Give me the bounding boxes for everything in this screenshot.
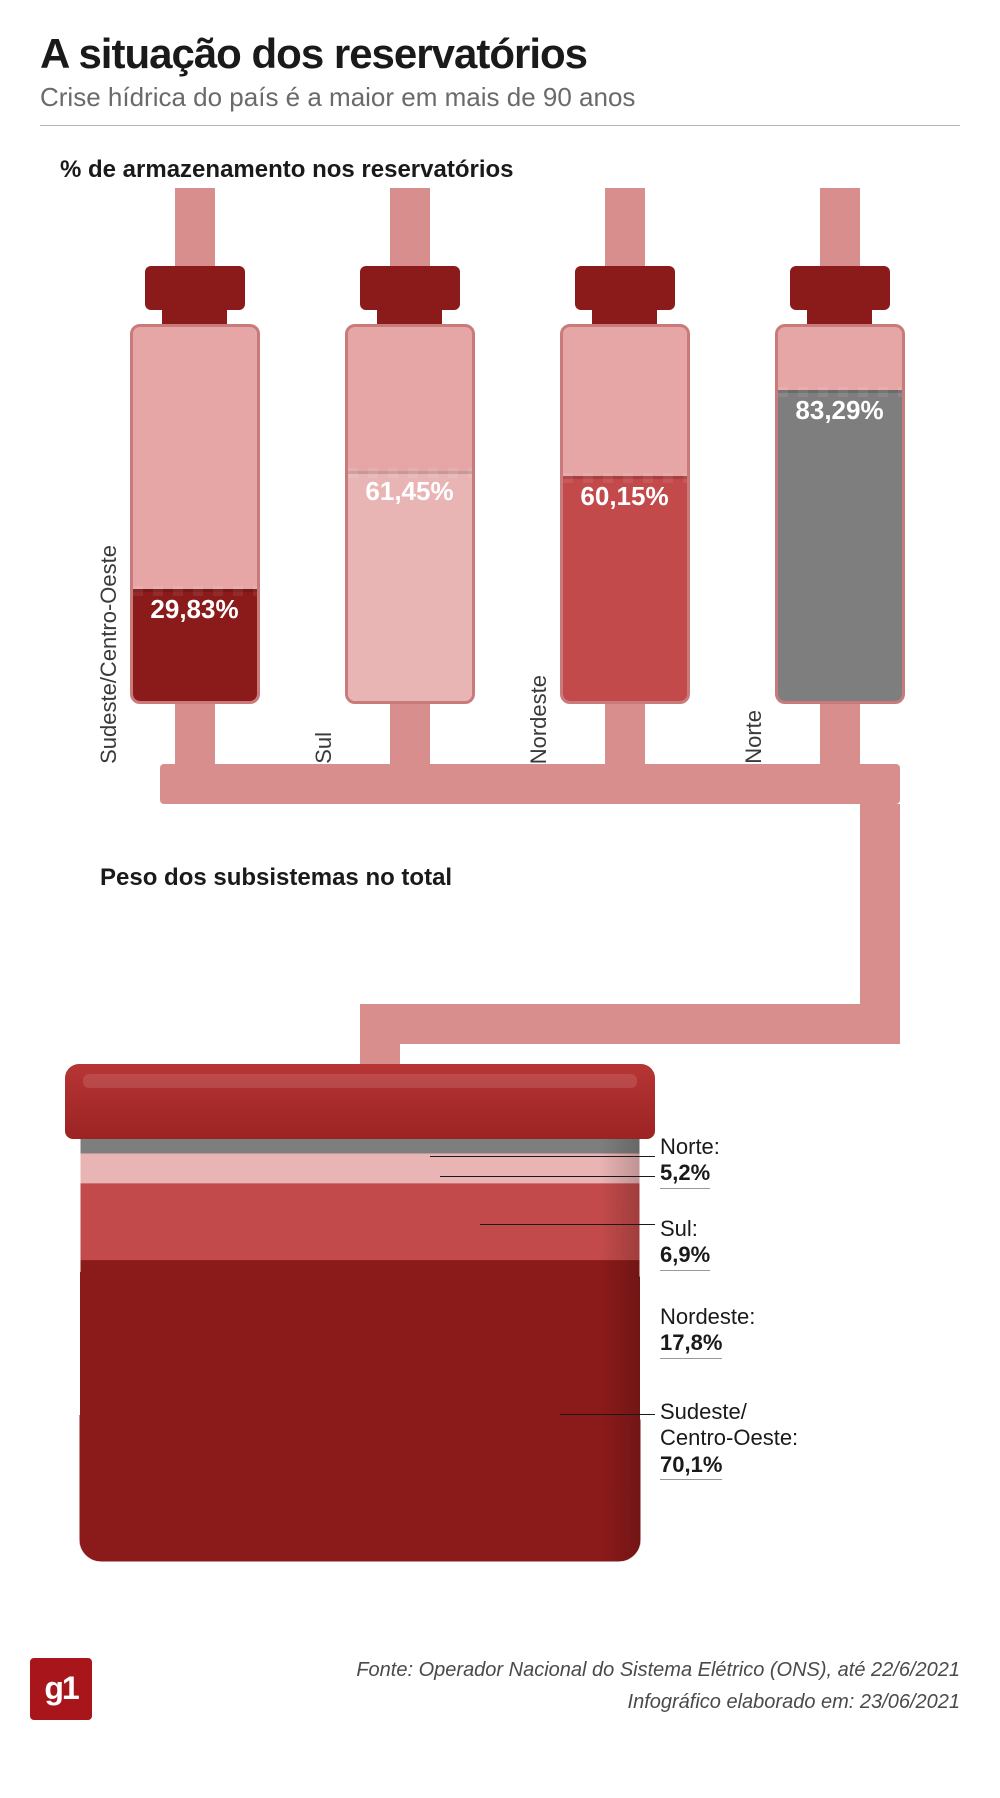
region-label: Sul [311,712,337,764]
tank-layer [80,1183,639,1259]
callout-region-name: Norte: [660,1134,720,1160]
tube: 83,29% [775,188,905,764]
tank-layer [79,1260,641,1562]
tube: 29,83% [130,188,260,764]
tube-outlet-pipe [605,704,645,764]
tank-lid [65,1064,655,1139]
callout-value: 17,8% [660,1330,722,1358]
region-label: Nordeste [526,655,552,764]
tube-body: 83,29% [775,324,905,704]
brand-logo: g1 [30,1658,92,1720]
collector-pipe [160,764,900,804]
callout-value: 5,2% [660,1160,710,1188]
callout-region-name: Sudeste/Centro-Oeste: [660,1399,798,1452]
section-weight-label: Peso dos subsistemas no total [100,864,452,892]
tube-fill [778,390,902,702]
source-text: Fonte: Operador Nacional do Sistema Elét… [40,1654,960,1686]
header-divider [40,125,960,126]
callout-region-name: Sul: [660,1216,710,1242]
section-storage-label: % de armazenamento nos reservatórios [60,156,960,184]
footer: g1 Fonte: Operador Nacional do Sistema E… [0,1644,1000,1748]
pipe-vertical-1 [860,804,900,1024]
pipe-horizontal [360,1004,900,1044]
tank-layer [81,1154,640,1184]
tube-outlet-pipe [175,704,215,764]
reservoir-tube: Sul 61,45% [311,188,475,764]
callout-value: 70,1% [660,1452,722,1480]
tube-body: 60,15% [560,324,690,704]
callout-leader-line [430,1156,655,1157]
page-subtitle: Crise hídrica do país é a maior em mais … [40,82,960,113]
tube-outlet-pipe [820,704,860,764]
callout-leader-line [480,1224,655,1225]
tube-body: 61,45% [345,324,475,704]
tank-body [79,1132,641,1562]
credit-text: Infográfico elaborado em: 23/06/2021 [40,1686,960,1718]
callout-leader-line [560,1414,655,1415]
tube-cap [145,266,245,310]
tank-callout: Sul:6,9% [660,1216,710,1271]
tube-cap [575,266,675,310]
tank-callout: Nordeste:17,8% [660,1304,755,1359]
tube-inlet-pipe [175,188,215,268]
tube-value-label: 29,83% [133,594,257,625]
region-label: Sudeste/Centro-Oeste [96,525,122,764]
tube-inlet-pipe [390,188,430,268]
page-title: A situação dos reservatórios [40,30,960,78]
infographic-container: A situação dos reservatórios Crise hídri… [0,0,1000,1644]
tube-body: 29,83% [130,324,260,704]
reservoir-tube: Nordeste 60,15% [526,188,690,764]
tube-inlet-pipe [820,188,860,268]
down-pipe-assembly: Peso dos subsistemas no total [160,804,900,1064]
tube-cap [790,266,890,310]
water-tank [80,1064,640,1574]
callout-value: 6,9% [660,1242,710,1270]
region-label: Norte [741,690,767,764]
reservoir-tube: Sudeste/Centro-Oeste 29,83% [96,188,260,764]
tube: 60,15% [560,188,690,764]
tube-value-label: 61,45% [348,476,472,507]
reservoir-tubes-row: Sudeste/Centro-Oeste 29,83% Sul 61,45% Norde… [40,204,960,764]
tube-value-label: 83,29% [778,395,902,426]
tank-callout: Norte:5,2% [660,1134,720,1189]
tube-cap [360,266,460,310]
tube-outlet-pipe [390,704,430,764]
reservoir-tube: Norte 83,29% [741,188,905,764]
callout-region-name: Nordeste: [660,1304,755,1330]
tube-inlet-pipe [605,188,645,268]
tank-callout: Sudeste/Centro-Oeste:70,1% [660,1399,798,1480]
callout-leader-line [440,1176,655,1177]
tube: 61,45% [345,188,475,764]
tube-value-label: 60,15% [563,481,687,512]
tank-area: Norte:5,2% Sul:6,9% Nordeste:17,8% Sudeste/… [40,1064,960,1624]
